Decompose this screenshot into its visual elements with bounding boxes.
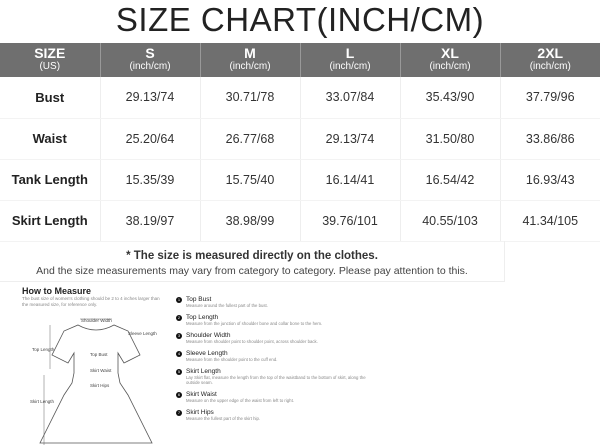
header-size: XL <box>441 45 459 61</box>
header-size: M <box>244 45 256 61</box>
table-cell: 38.98/99 <box>200 200 301 242</box>
table-cell: 31.50/80 <box>400 118 501 160</box>
label-skirt-hips: Skirt Hips <box>90 383 110 388</box>
item-desc: Measure around the fullest part of the b… <box>186 303 268 308</box>
size-note: * The size is measured directly on the c… <box>0 241 505 282</box>
header-cell: 2XL (inch/cm) <box>500 43 600 77</box>
table-cell: 38.19/97 <box>100 200 201 242</box>
table-header: SIZE (US) S (inch/cm) M (inch/cm) L (inch/cm… <box>0 43 600 77</box>
label-top-bust: Top Bust <box>90 352 108 357</box>
number-badge-icon: 6 <box>176 392 182 398</box>
header-cell: XL (inch/cm) <box>400 43 501 77</box>
how-title: How to Measure <box>22 286 92 296</box>
header-unit: (inch/cm) <box>429 61 471 72</box>
item-desc: Measure the fullest part of the skirt hi… <box>186 416 261 421</box>
row-label: Skirt Length <box>0 200 101 242</box>
measure-item: 4 Sleeve Length Measure from the shoulder … <box>176 350 376 362</box>
table-cell: 39.76/101 <box>300 200 401 242</box>
number-badge-icon: 4 <box>176 351 182 357</box>
table-cell: 16.93/43 <box>500 159 600 201</box>
table-cell: 26.77/68 <box>200 118 301 160</box>
item-desc: Measure on the upper edge of the waist f… <box>186 398 294 403</box>
label-skirt-waist: Skirt Waist <box>90 368 112 373</box>
measure-list: 1 Top Bust Measure around the fullest part… <box>176 296 376 427</box>
item-name: Skirt Length <box>186 368 221 375</box>
how-desc: The bust size of women's clothing should… <box>22 296 160 307</box>
item-name: Top Length <box>186 314 219 321</box>
header-size: SIZE <box>34 45 66 61</box>
note-line2: And the size measurements may vary from … <box>36 265 468 277</box>
table-row: Skirt Length 38.19/97 38.98/99 39.76/101 40.… <box>0 200 600 242</box>
number-badge-icon: 5 <box>176 369 182 375</box>
table-cell: 29.13/74 <box>300 118 401 160</box>
table-cell: 15.35/39 <box>100 159 201 201</box>
table-cell: 25.20/64 <box>100 118 201 160</box>
number-badge-icon: 1 <box>176 297 182 303</box>
header-size: 2XL <box>537 45 564 61</box>
page-title: SIZE CHART(INCH/CM) <box>115 1 485 38</box>
item-name: Skirt Hips <box>186 409 214 416</box>
label-skirt-length: Skirt Length <box>30 399 55 404</box>
item-desc: Measure from the junction of shoulder bo… <box>186 321 323 326</box>
item-desc: Lay Skirt flat, measure the length from … <box>186 375 366 385</box>
measure-item: 3 Shoulder Width Measure from shoulder poi… <box>176 332 376 344</box>
row-label: Tank Length <box>0 159 101 201</box>
measure-item: 1 Top Bust Measure around the fullest part… <box>176 296 376 308</box>
label-top-length: Top Length <box>32 347 55 352</box>
header-unit: (inch/cm) <box>229 61 271 72</box>
measure-item: 7 Skirt Hips Measure the fullest part of t… <box>176 409 376 421</box>
measure-item: 6 Skirt Waist Measure on the upper edge of… <box>176 391 376 403</box>
table-cell: 40.55/103 <box>400 200 501 242</box>
table-cell: 29.13/74 <box>100 77 201 119</box>
item-name: Shoulder Width <box>186 332 231 339</box>
header-unit: (inch/cm) <box>329 61 371 72</box>
table-row: Tank Length 15.35/39 15.75/40 16.14/41 16.54… <box>0 159 600 201</box>
table-cell: 15.75/40 <box>200 159 301 201</box>
table-cell: 30.71/78 <box>200 77 301 119</box>
table-cell: 33.07/84 <box>300 77 401 119</box>
item-name: Sleeve Length <box>186 350 228 357</box>
item-name: Top Bust <box>186 296 212 303</box>
header-unit: (US) <box>39 61 61 72</box>
item-desc: Measure from shoulder point to shoulder … <box>186 339 318 344</box>
header-unit: (inch/cm) <box>529 61 571 72</box>
dress-diagram-icon: Shoulder Width Sleeve Length Top Length … <box>30 318 157 445</box>
header-unit: (inch/cm) <box>129 61 171 72</box>
header-size: S <box>145 45 155 61</box>
header-cell: L (inch/cm) <box>300 43 401 77</box>
item-desc: Measure from the shoulder point to the c… <box>186 357 278 362</box>
measure-item: 5 Skirt Length Lay Skirt flat, measure the… <box>176 368 376 385</box>
table-cell: 37.79/96 <box>500 77 600 119</box>
header-cell: SIZE (US) <box>0 43 101 77</box>
number-badge-icon: 7 <box>176 410 182 416</box>
size-table: SIZE (US) S (inch/cm) M (inch/cm) L (inch/cm… <box>0 43 600 242</box>
number-badge-icon: 2 <box>176 315 182 321</box>
table-row: Waist 25.20/64 26.77/68 29.13/74 31.50/80 33.… <box>0 118 600 160</box>
note-line1: * The size is measured directly on the c… <box>126 250 378 262</box>
table-cell: 33.86/86 <box>500 118 600 160</box>
row-label: Waist <box>0 118 101 160</box>
table-cell: 16.54/42 <box>400 159 501 201</box>
header-size: L <box>345 45 355 61</box>
item-name: Skirt Waist <box>186 391 217 398</box>
table-row: Bust 29.13/74 30.71/78 33.07/84 35.43/90 37.7… <box>0 77 600 119</box>
label-sleeve: Sleeve Length <box>128 331 157 336</box>
row-label: Bust <box>0 77 101 119</box>
number-badge-icon: 3 <box>176 333 182 339</box>
label-shoulder: Shoulder Width <box>81 318 112 323</box>
table-cell: 35.43/90 <box>400 77 501 119</box>
table-cell: 41.34/105 <box>500 200 600 242</box>
table-cell: 16.14/41 <box>300 159 401 201</box>
header-cell: M (inch/cm) <box>200 43 301 77</box>
header-cell: S (inch/cm) <box>100 43 201 77</box>
measure-item: 2 Top Length Measure from the junction of … <box>176 314 376 326</box>
how-to-measure: How to Measure The bust size of women's … <box>22 286 162 308</box>
